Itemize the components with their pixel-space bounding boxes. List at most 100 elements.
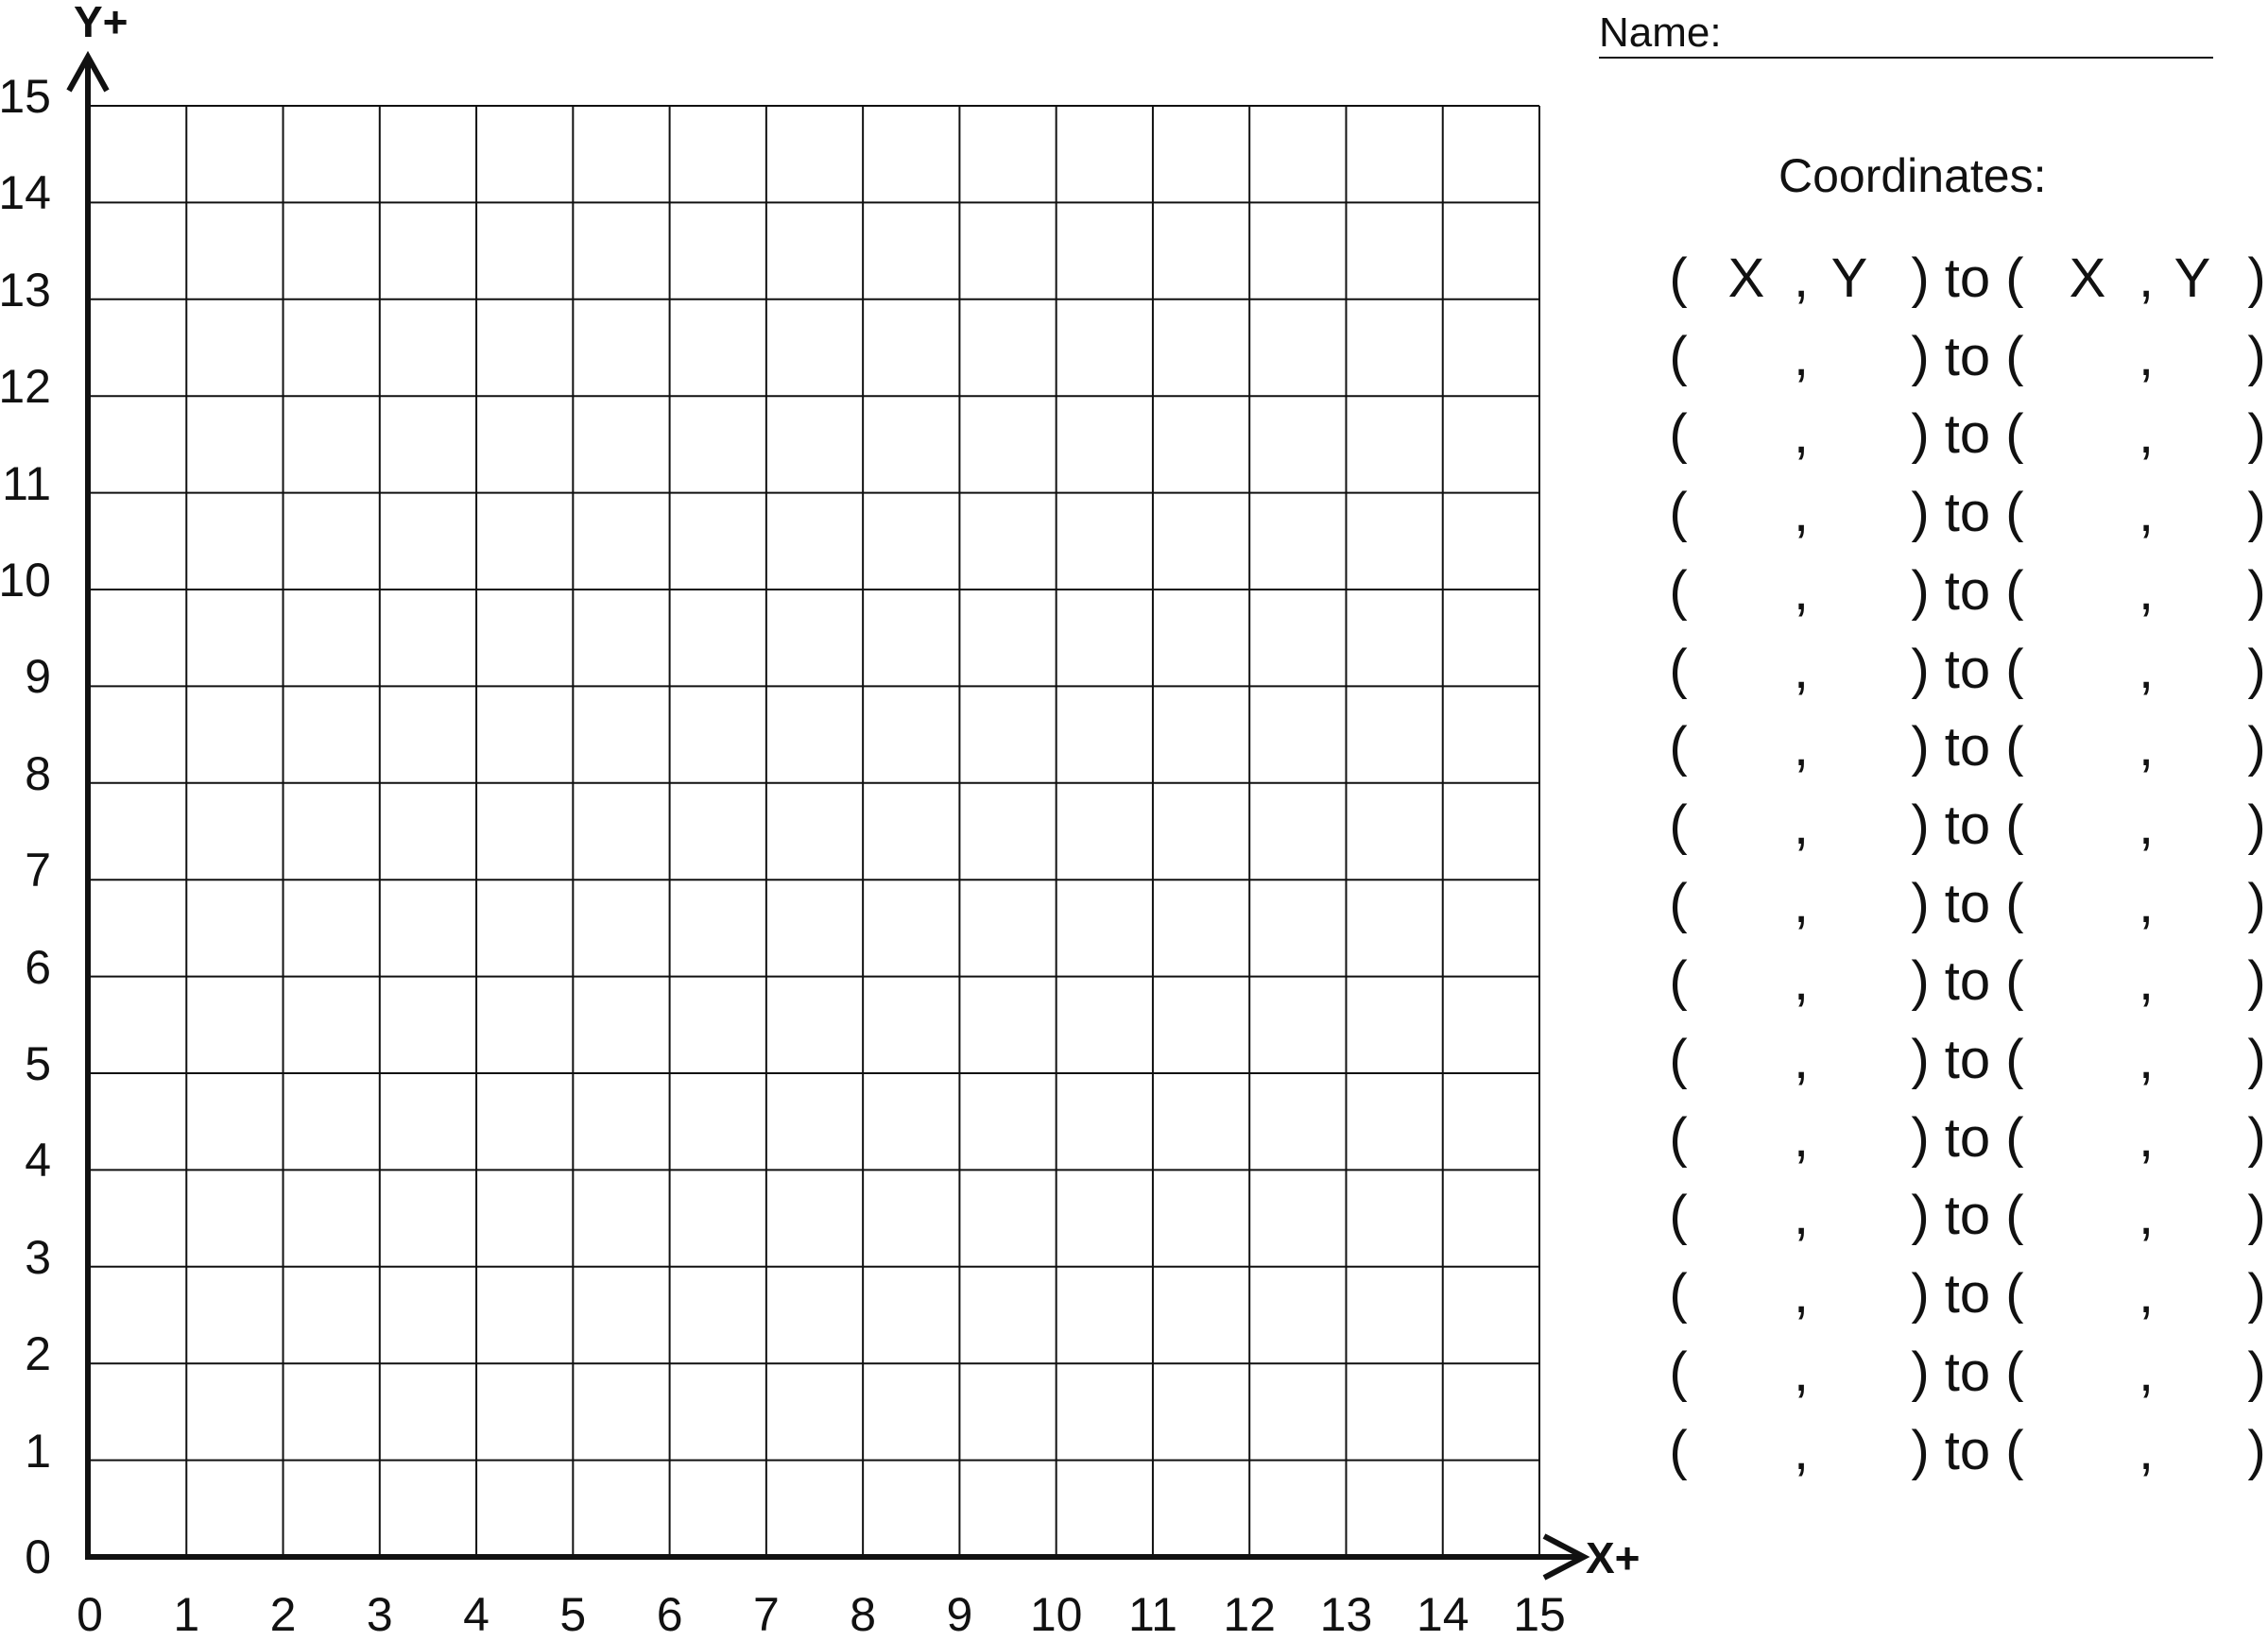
coordinate-row[interactable]: (,) to (,)	[0, 1418, 2268, 1484]
coord-close2: )	[2247, 1029, 2266, 1090]
coord-comma1: ,	[1793, 872, 1810, 934]
y-tick-label: 12	[0, 360, 51, 414]
coordinate-row[interactable]: (,) to (,)	[0, 324, 2268, 390]
coord-close2: )	[2247, 638, 2266, 700]
coord-comma2: ,	[2138, 716, 2155, 778]
x-tick-label: 3	[366, 1588, 393, 1641]
coord-comma2: ,	[2138, 482, 2155, 544]
coord-comma2: ,	[2138, 1106, 2155, 1169]
coord-to: ) to (	[1911, 1106, 2024, 1169]
coord-to: ) to (	[1911, 872, 2024, 934]
coord-close2: )	[2247, 1106, 2266, 1169]
coord-comma2: ,	[2138, 559, 2155, 622]
coord-close2: )	[2247, 248, 2266, 309]
coord-open1: (	[1669, 1263, 1688, 1325]
y-tick-label: 0	[25, 1530, 51, 1583]
coord-close2: )	[2247, 1341, 2266, 1403]
coord-open1: (	[1669, 482, 1688, 544]
coordinate-row[interactable]: (,) to (,)	[0, 1027, 2268, 1093]
coord-close2: )	[2247, 403, 2266, 466]
coord-close2: )	[2247, 872, 2266, 934]
coordinate-row[interactable]: (,) to (,)	[0, 402, 2268, 468]
coord-close2: )	[2247, 1419, 2266, 1481]
coord-y1: Y	[1830, 248, 1868, 309]
y-tick-label: 4	[25, 1134, 51, 1188]
coord-comma2: ,	[2138, 403, 2155, 466]
coord-to: ) to (	[1911, 1029, 2024, 1090]
x-tick-label: 7	[752, 1588, 780, 1641]
coord-comma2: ,	[2138, 1029, 2155, 1090]
coord-to: ) to (	[1911, 950, 2024, 1013]
coord-open1: (	[1669, 1185, 1688, 1247]
coordinates-title: Coordinates:	[1778, 149, 2047, 202]
x-axis-label: X+	[1586, 1533, 1641, 1582]
coordinate-row[interactable]: (,) to (,)	[0, 480, 2268, 546]
x-tick-label: 2	[269, 1588, 297, 1641]
coordinate-row[interactable]: (,) to (,)	[0, 1105, 2268, 1171]
y-tick-label: 8	[25, 746, 51, 800]
coord-close2: )	[2247, 950, 2266, 1013]
coord-comma1: ,	[1793, 325, 1810, 387]
y-tick-label: 7	[25, 844, 51, 897]
coord-close2: )	[2247, 1263, 2266, 1325]
coord-comma2: ,	[2138, 950, 2155, 1013]
coordinates-header-row: (X, Y) to (X, Y)	[0, 246, 2268, 312]
coord-comma1: ,	[1793, 794, 1810, 856]
y-tick-label: 10	[0, 554, 51, 607]
coord-open1: (	[1669, 1106, 1688, 1169]
coord-close2: )	[2247, 559, 2266, 622]
coordinate-row[interactable]: (,) to (,)	[0, 1261, 2268, 1327]
coord-comma1: ,	[1793, 1341, 1810, 1403]
coord-comma1: ,	[1793, 638, 1810, 700]
coord-open1: (	[1669, 1029, 1688, 1090]
coordinate-row[interactable]: (,) to (,)	[0, 793, 2268, 859]
x-tick-label: 8	[850, 1588, 877, 1641]
y-tick-label: 9	[25, 650, 51, 704]
coordinate-row[interactable]: (,) to (,)	[0, 1340, 2268, 1406]
coordinate-row[interactable]: (,) to (,)	[0, 558, 2268, 624]
coord-to: ) to (	[1911, 1263, 2024, 1325]
coord-comma2: ,	[2138, 638, 2155, 700]
coord-comma2: ,	[2138, 1185, 2155, 1247]
coord-open1: (	[1669, 872, 1688, 934]
coord-comma1: ,	[1793, 716, 1810, 778]
x-tick-label: 11	[1127, 1588, 1177, 1641]
coord-to: ) to (	[1911, 638, 2024, 700]
coordinate-row[interactable]: (,) to (,)	[0, 714, 2268, 780]
coord-to: ) to (	[1911, 716, 2024, 778]
y-tick-label: 11	[2, 456, 51, 510]
y-tick-label: 2	[25, 1327, 51, 1381]
name-label: Name:	[1599, 9, 1722, 56]
coord-open1: (	[1669, 248, 1688, 309]
x-tick-label: 0	[77, 1588, 103, 1641]
coord-to: ) to (	[1911, 1419, 2024, 1481]
coord-close2: )	[2247, 1185, 2266, 1247]
coord-to: ) to (	[1911, 482, 2024, 544]
y-tick-label: 15	[0, 70, 51, 123]
x-tick-label: 9	[946, 1588, 973, 1641]
coord-comma1: ,	[1793, 950, 1810, 1013]
coord-comma2: ,	[2138, 794, 2155, 856]
x-axis-arrow-icon	[1542, 1533, 1590, 1581]
x-tick-label: 1	[173, 1588, 200, 1641]
coordinate-row[interactable]: (, ) to (,)	[0, 949, 2268, 1015]
coord-open1: (	[1669, 1419, 1688, 1481]
coordinate-row[interactable]: (,) to (,)	[0, 1183, 2268, 1249]
coord-open1: (	[1669, 403, 1688, 466]
coord-y2: Y	[2174, 248, 2211, 309]
coord-open1: (	[1669, 638, 1688, 700]
x-tick-label: 10	[1029, 1588, 1083, 1641]
coordinate-row[interactable]: (, ) to (,)	[0, 637, 2268, 703]
coord-comma2: ,	[2138, 872, 2155, 934]
coord-comma2: ,	[2138, 1419, 2155, 1481]
y-axis-label: Y+	[74, 0, 129, 46]
coord-comma1: ,	[1793, 559, 1810, 622]
coord-comma1: ,	[1793, 403, 1810, 466]
name-input-line[interactable]	[1599, 57, 2213, 59]
y-tick-label: 6	[25, 940, 51, 994]
coord-comma2: ,	[2138, 1263, 2155, 1325]
coord-open1: (	[1669, 950, 1688, 1013]
coord-comma1: ,	[1793, 248, 1810, 309]
coord-x2: X	[2069, 248, 2106, 309]
coordinate-row[interactable]: (, ) to (,)	[0, 871, 2268, 937]
